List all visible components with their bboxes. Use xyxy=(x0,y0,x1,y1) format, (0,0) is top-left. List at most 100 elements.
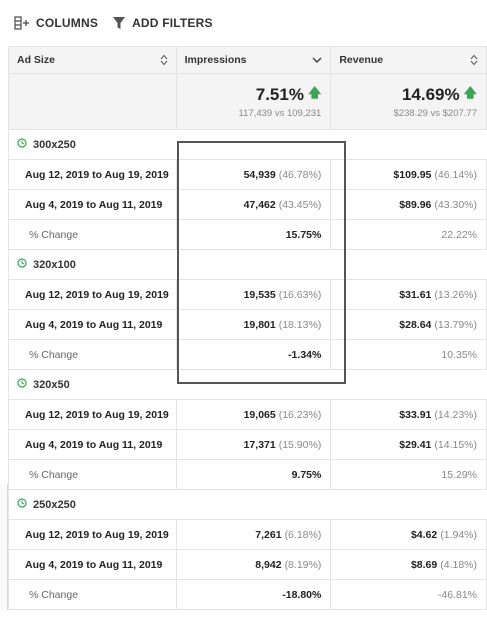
table-row[interactable]: Aug 12, 2019 to Aug 19, 2019 54,939 (46.78… xyxy=(9,160,487,190)
side-panel-edge xyxy=(0,484,8,610)
revenue-value: $89.96 xyxy=(399,198,432,211)
group-header[interactable]: 250x250 xyxy=(9,490,487,520)
chevron-down-icon xyxy=(312,57,322,64)
arrow-up-icon: 🡅 xyxy=(463,85,477,100)
impressions-change: 9.75% xyxy=(177,460,332,489)
revenue-value: $4.62 xyxy=(410,528,438,541)
revenue-cell: $89.96 (43.30%) xyxy=(331,190,487,219)
sort-icon xyxy=(470,54,478,66)
change-label: % Change xyxy=(9,460,177,489)
impressions-cell: 19,535 (16.63%) xyxy=(177,280,332,309)
columns-icon xyxy=(14,16,29,30)
group-name: 300x250 xyxy=(33,138,76,151)
summary-row: 7.51% 🡅 117,439 vs 109,231 14.69% 🡅 $238.2… xyxy=(9,74,487,130)
change-label: % Change xyxy=(9,580,177,609)
change-row: % Change -18.80% -46.81% xyxy=(9,580,487,610)
impressions-column-header[interactable]: Impressions xyxy=(177,47,332,73)
add-filters-button[interactable]: ADD FILTERS xyxy=(112,16,213,30)
revenue-cell: $29.41 (14.15%) xyxy=(331,430,487,459)
impressions-change-value: 7.51% xyxy=(255,85,304,104)
impressions-share: (8.19%) xyxy=(284,558,322,571)
revenue-share: (4.18%) xyxy=(440,558,477,571)
ad-size-column-header[interactable]: Ad Size xyxy=(9,47,177,73)
revenue-share: (46.14%) xyxy=(434,168,477,181)
impressions-change: -1.34% xyxy=(177,340,332,369)
impressions-share: (18.13%) xyxy=(278,318,322,331)
date-range-cell: Aug 12, 2019 to Aug 19, 2019 xyxy=(9,160,177,189)
revenue-cell: $31.61 (13.26%) xyxy=(331,280,487,309)
impressions-value: 47,462 xyxy=(243,198,276,211)
table-row[interactable]: Aug 12, 2019 to Aug 19, 2019 19,535 (16.63… xyxy=(9,280,487,310)
table-header: Ad Size Impressions Revenue xyxy=(9,46,487,74)
add-filters-label: ADD FILTERS xyxy=(132,16,213,30)
change-label: % Change xyxy=(9,220,177,249)
impressions-share: (43.45%) xyxy=(278,198,322,211)
impressions-cell: 7,261 (6.18%) xyxy=(177,520,332,549)
group-name: 320x50 xyxy=(33,378,70,391)
revenue-value: $33.91 xyxy=(399,408,432,421)
impressions-value: 54,939 xyxy=(243,168,276,181)
sort-icon xyxy=(160,54,168,66)
revenue-share: (14.23%) xyxy=(434,408,477,421)
impressions-share: (16.23%) xyxy=(278,408,322,421)
date-range-cell: Aug 12, 2019 to Aug 19, 2019 xyxy=(9,280,177,309)
group-header[interactable]: 320x50 xyxy=(9,370,487,400)
revenue-value: $109.95 xyxy=(393,168,432,181)
impressions-cell: 47,462 (43.45%) xyxy=(177,190,332,219)
table-row[interactable]: Aug 4, 2019 to Aug 11, 2019 8,942 (8.19%) $… xyxy=(9,550,487,580)
revenue-change-value: 14.69% xyxy=(401,85,460,104)
revenue-cell: $109.95 (46.14%) xyxy=(331,160,487,189)
revenue-cell: $4.62 (1.94%) xyxy=(331,520,487,549)
table-body: 300x250 Aug 12, 2019 to Aug 19, 2019 54,93… xyxy=(9,130,487,610)
report-table: Ad Size Impressions Revenue 7.51% 🡅 117,4… xyxy=(8,46,487,610)
table-row[interactable]: Aug 4, 2019 to Aug 11, 2019 47,462 (43.45%… xyxy=(9,190,487,220)
revenue-cell: $28.64 (13.79%) xyxy=(331,310,487,339)
impressions-cell: 54,939 (46.78%) xyxy=(177,160,332,189)
revenue-change: 10.35% xyxy=(331,340,487,369)
impressions-cell: 17,371 (15.90%) xyxy=(177,430,332,459)
revenue-value: $8.69 xyxy=(410,558,438,571)
group-header[interactable]: 320x100 xyxy=(9,250,487,280)
revenue-value: $28.64 xyxy=(399,318,432,331)
clock-icon xyxy=(17,498,27,511)
columns-label: COLUMNS xyxy=(36,16,99,30)
impressions-share: (46.78%) xyxy=(278,168,322,181)
revenue-cell: $8.69 (4.18%) xyxy=(331,550,487,579)
impressions-value: 19,801 xyxy=(243,318,276,331)
revenue-column-header[interactable]: Revenue xyxy=(331,47,487,73)
table-row[interactable]: Aug 4, 2019 to Aug 11, 2019 19,801 (18.13%… xyxy=(9,310,487,340)
impressions-value: 8,942 xyxy=(255,558,282,571)
revenue-change: -46.81% xyxy=(331,580,487,609)
date-range-cell: Aug 4, 2019 to Aug 11, 2019 xyxy=(9,550,177,579)
arrow-up-icon: 🡅 xyxy=(307,85,322,100)
group-header[interactable]: 300x250 xyxy=(9,130,487,160)
filter-icon xyxy=(113,17,126,29)
clock-icon xyxy=(17,138,27,151)
table-row[interactable]: Aug 4, 2019 to Aug 11, 2019 17,371 (15.90%… xyxy=(9,430,487,460)
date-range-cell: Aug 4, 2019 to Aug 11, 2019 xyxy=(9,430,177,459)
revenue-share: (1.94%) xyxy=(440,528,477,541)
impressions-summary: 7.51% 🡅 117,439 vs 109,231 xyxy=(176,74,332,129)
group-name: 320x100 xyxy=(33,258,76,271)
change-label: % Change xyxy=(9,340,177,369)
revenue-value: $31.61 xyxy=(399,288,432,301)
revenue-share: (43.30%) xyxy=(434,198,477,211)
impressions-compare: 117,439 vs 109,231 xyxy=(238,108,322,119)
table-row[interactable]: Aug 12, 2019 to Aug 19, 2019 19,065 (16.23… xyxy=(9,400,487,430)
revenue-cell: $33.91 (14.23%) xyxy=(331,400,487,429)
group-name: 250x250 xyxy=(33,498,76,511)
impressions-value: 7,261 xyxy=(255,528,282,541)
change-row: % Change -1.34% 10.35% xyxy=(9,340,487,370)
revenue-share: (13.26%) xyxy=(434,288,477,301)
impressions-cell: 19,065 (16.23%) xyxy=(177,400,332,429)
date-range-cell: Aug 4, 2019 to Aug 11, 2019 xyxy=(9,190,177,219)
table-row[interactable]: Aug 12, 2019 to Aug 19, 2019 7,261 (6.18%)… xyxy=(9,520,487,550)
revenue-share: (14.15%) xyxy=(434,438,477,451)
date-range-cell: Aug 12, 2019 to Aug 19, 2019 xyxy=(9,520,177,549)
change-row: % Change 9.75% 15.29% xyxy=(9,460,487,490)
columns-button[interactable]: COLUMNS xyxy=(14,16,98,30)
impressions-value: 19,535 xyxy=(243,288,276,301)
date-range-cell: Aug 4, 2019 to Aug 11, 2019 xyxy=(9,310,177,339)
impressions-cell: 19,801 (18.13%) xyxy=(177,310,332,339)
change-row: % Change 15.75% 22.22% xyxy=(9,220,487,250)
